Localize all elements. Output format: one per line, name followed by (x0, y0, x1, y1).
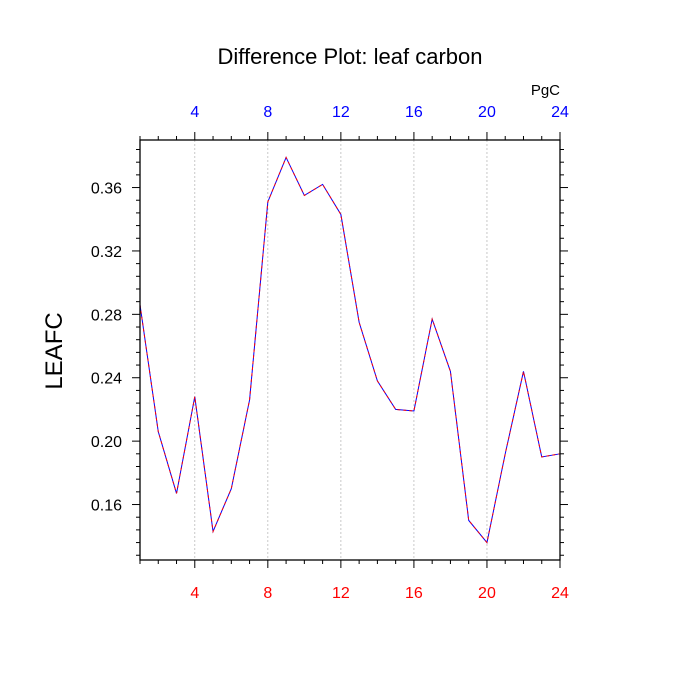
y-tick-label: 0.24 (91, 371, 122, 388)
x-tick-label-bottom: 20 (478, 585, 496, 602)
x-tick-label-bottom: 4 (190, 585, 199, 602)
x-tick-label-top: 20 (478, 104, 496, 121)
x-tick-label-top: 16 (405, 104, 423, 121)
units-label: PgC (531, 82, 560, 99)
y-tick-label: 0.28 (91, 307, 122, 324)
x-tick-label-top: 4 (190, 104, 199, 121)
y-axis-label: LEAFC (41, 312, 68, 389)
x-tick-label-bottom: 8 (263, 585, 272, 602)
plot-frame (139, 139, 561, 561)
x-tick-label-top: 12 (332, 104, 350, 121)
x-tick-label-bottom: 24 (551, 585, 569, 602)
y-tick-label: 0.36 (91, 181, 122, 198)
x-tick-label-bottom: 12 (332, 585, 350, 602)
series-line-red (139, 156, 561, 544)
grid (194, 140, 488, 560)
y-tick-label: 0.32 (91, 244, 122, 261)
chart-title: Difference Plot: leaf carbon (218, 44, 483, 69)
x-tick-label-top: 8 (263, 104, 272, 121)
axes (132, 132, 568, 568)
series-line-blue (139, 156, 561, 544)
y-tick-label: 0.16 (91, 498, 122, 515)
x-tick-label-top: 24 (551, 104, 569, 121)
y-tick-label: 0.20 (91, 434, 122, 451)
x-tick-label-bottom: 16 (405, 585, 423, 602)
series-lines (139, 156, 561, 544)
tick-labels: 4 4 8 8 12 12 16 16 20 20 24 24 0.16 0.20 0.24 0.28 0.32… (91, 104, 569, 602)
